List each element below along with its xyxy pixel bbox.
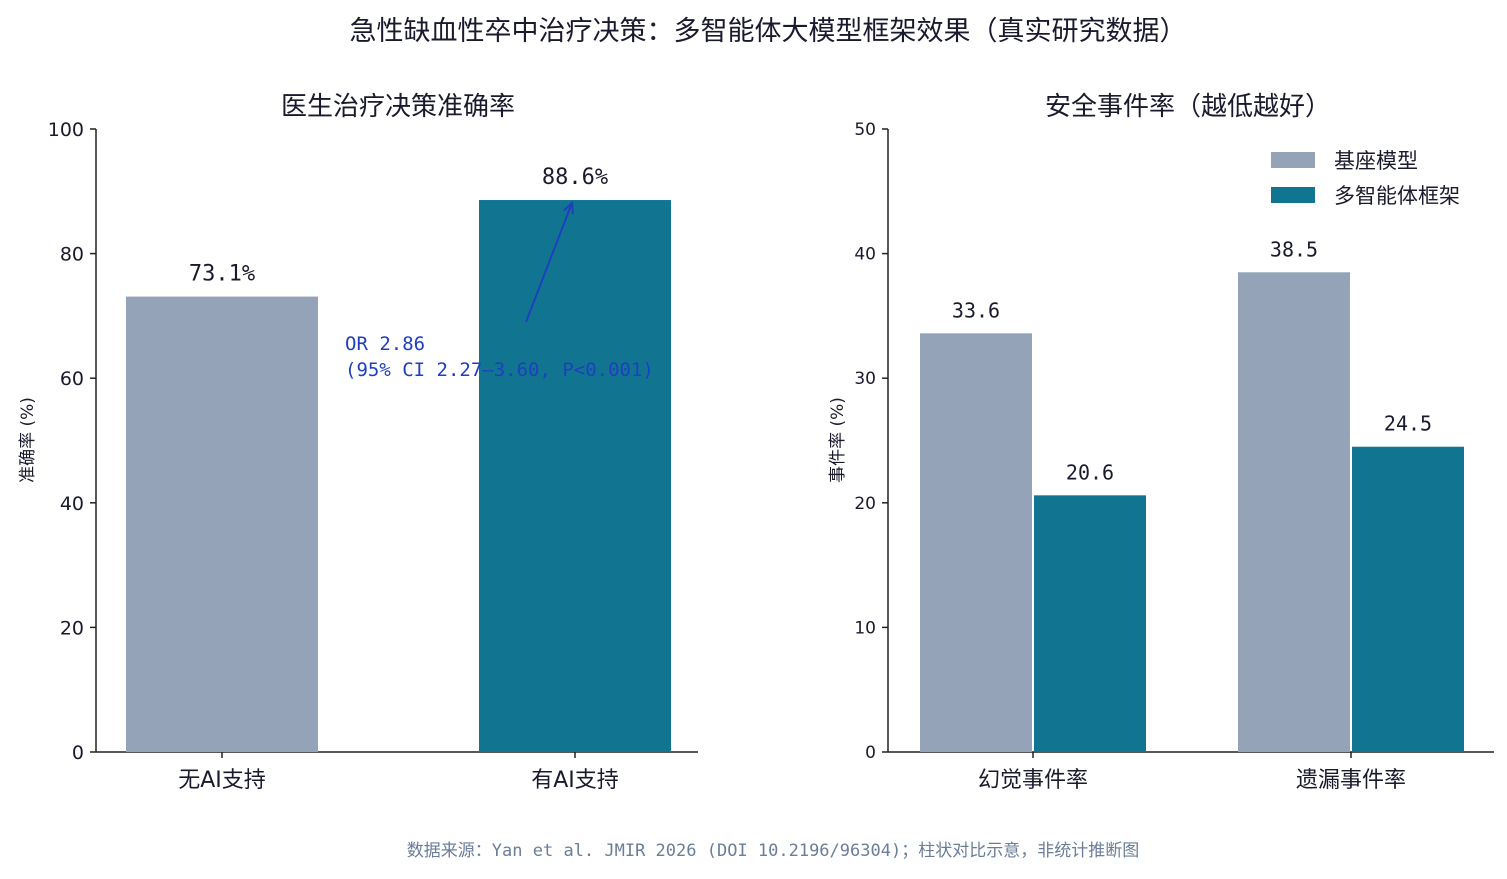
safety-bar [920,333,1032,752]
legend-swatch [1271,152,1315,168]
safety-bar [1352,446,1464,752]
accuracy-y-axis-label: 准确率 (%) [18,397,38,483]
safety-category-label: 遗漏事件率 [1296,768,1406,793]
accuracy-y-tick-label: 80 [60,244,84,266]
safety-value-label: 38.5 [1270,237,1318,261]
accuracy-y-tick-label: 40 [60,493,84,515]
accuracy-value-label: 73.1% [189,262,255,287]
safety-value-label: 24.5 [1384,412,1432,436]
safety-bar [1238,272,1350,752]
confidence-interval-annotation: (95% CI 2.27–3.60, P<0.001) [345,359,654,381]
safety-value-label: 33.6 [952,298,1000,322]
legend-label: 多智能体框架 [1334,184,1460,208]
safety-y-tick-label: 20 [854,494,876,514]
main-title: 急性缺血性卒中治疗决策：多智能体大模型框架效果（真实研究数据） [350,16,1187,47]
safety-y-axis-label: 事件率 (%) [828,397,848,483]
accuracy-y-tick-label: 100 [48,119,84,141]
safety-chart-title: 安全事件率（越低越好） [1045,92,1331,122]
accuracy-chart-title: 医生治疗决策准确率 [281,92,515,122]
accuracy-bar [126,296,318,752]
safety-y-tick-label: 30 [854,369,876,389]
or-arrow-head [563,200,574,215]
accuracy-value-label: 88.6% [542,165,608,190]
safety-value-label: 20.6 [1066,460,1114,484]
or-arrow [525,202,573,323]
accuracy-category-label: 无AI支持 [178,768,266,793]
accuracy-category-label: 有AI支持 [531,768,619,793]
safety-bar [1034,495,1146,752]
safety-y-tick-label: 0 [865,743,876,763]
accuracy-chart: 医生治疗决策准确率 0 20 40 60 80 100 准确率 (%) 73.1% 无AI支持 88… [18,92,698,793]
accuracy-y-tick-label: 20 [60,617,84,639]
accuracy-y-tick-label: 0 [72,742,84,764]
safety-y-tick-label: 40 [854,245,876,265]
accuracy-bar [479,200,671,753]
legend-swatch [1271,187,1315,203]
safety-events-chart: 安全事件率（越低越好） 0 10 20 30 40 50 事件率 (%) 33.6 20.6 幻觉事… [828,92,1494,793]
safety-y-tick-label: 50 [854,120,876,140]
source-footnote: 数据来源：Yan et al. JMIR 2026 (DOI 10.2196/9… [407,841,1139,861]
accuracy-y-tick-label: 60 [60,368,84,390]
safety-category-label: 幻觉事件率 [978,768,1088,793]
odds-ratio-annotation: OR 2.86 [345,333,425,355]
legend-label: 基座模型 [1334,149,1418,173]
safety-y-tick-label: 10 [854,618,876,638]
